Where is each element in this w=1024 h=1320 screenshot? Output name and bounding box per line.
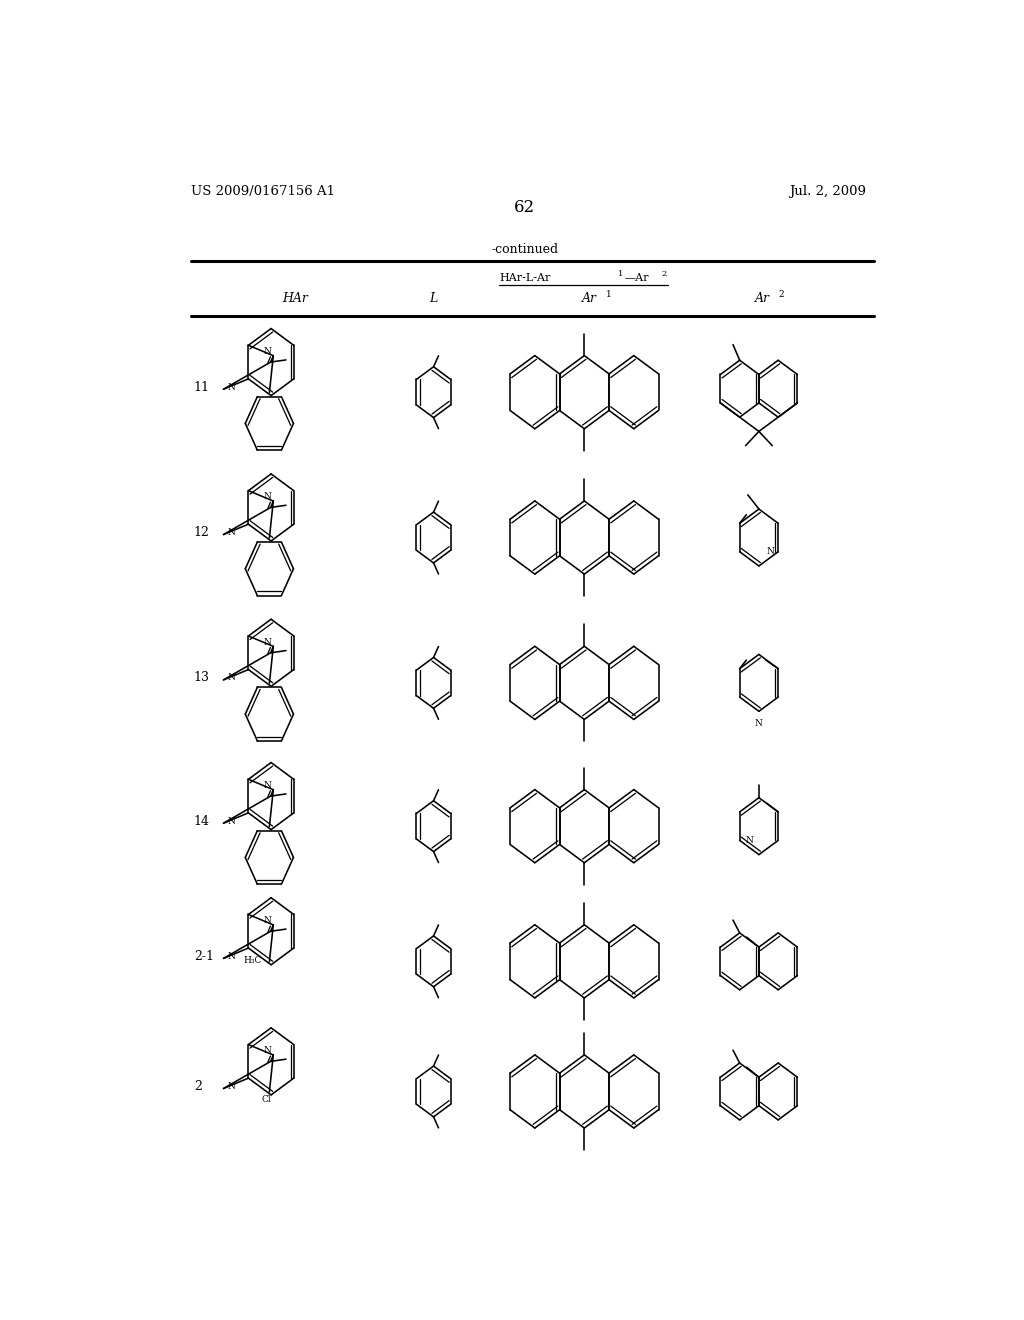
Text: N: N: [227, 817, 236, 826]
Text: Jul. 2, 2009: Jul. 2, 2009: [790, 185, 866, 198]
Text: N: N: [755, 719, 763, 729]
Text: 12: 12: [194, 525, 210, 539]
Text: N: N: [263, 347, 271, 356]
Text: 14: 14: [194, 814, 210, 828]
Text: HAr-L-Ar: HAr-L-Ar: [500, 273, 551, 284]
Text: N: N: [263, 492, 271, 502]
Text: 62: 62: [514, 199, 536, 215]
Text: H₃C: H₃C: [243, 956, 261, 965]
Text: N: N: [263, 638, 271, 647]
Text: N: N: [745, 836, 753, 845]
Text: Cl: Cl: [262, 1096, 271, 1105]
Text: Ar: Ar: [582, 292, 597, 305]
Text: N: N: [263, 1047, 271, 1056]
Text: 1: 1: [606, 290, 611, 300]
Text: 2: 2: [662, 271, 667, 279]
Text: 13: 13: [194, 672, 210, 684]
Text: N: N: [766, 548, 774, 556]
Text: N: N: [227, 952, 236, 961]
Text: Ar: Ar: [755, 292, 770, 305]
Text: 1: 1: [617, 271, 623, 279]
Text: N: N: [227, 528, 236, 537]
Text: 2: 2: [194, 1080, 202, 1093]
Text: 11: 11: [194, 380, 210, 393]
Text: 2: 2: [778, 290, 784, 300]
Text: 2-1: 2-1: [194, 950, 214, 962]
Text: N: N: [227, 673, 236, 682]
Text: HAr: HAr: [282, 292, 307, 305]
Text: N: N: [227, 383, 236, 392]
Text: N: N: [263, 781, 271, 791]
Text: US 2009/0167156 A1: US 2009/0167156 A1: [191, 185, 336, 198]
Text: L: L: [429, 292, 437, 305]
Text: N: N: [263, 916, 271, 925]
Text: —Ar: —Ar: [625, 273, 649, 284]
Text: -continued: -continued: [492, 243, 558, 256]
Text: N: N: [227, 1082, 236, 1090]
